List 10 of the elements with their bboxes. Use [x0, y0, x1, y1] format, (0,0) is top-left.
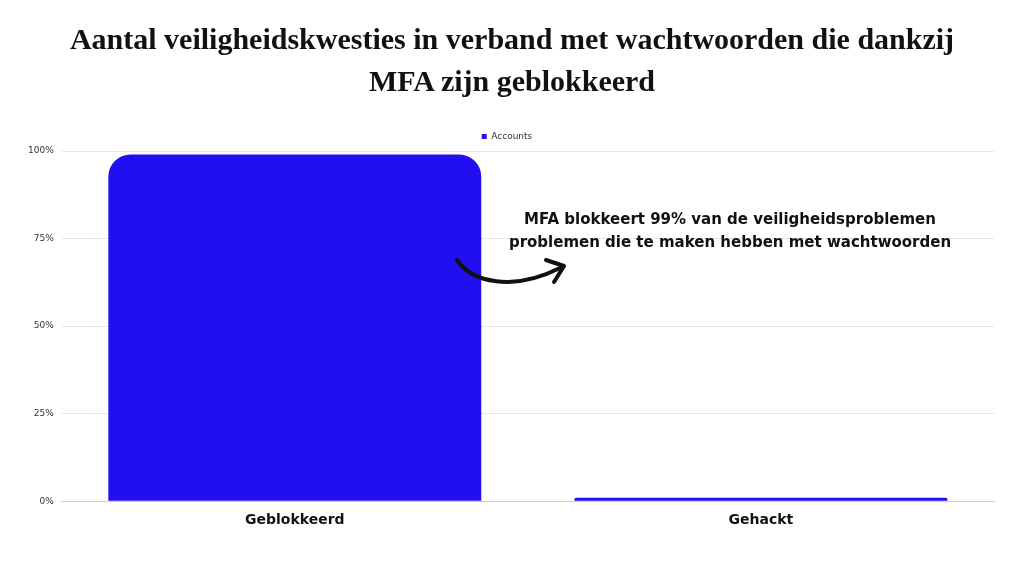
y-tick-label: 75%: [33, 232, 55, 243]
annotation: MFA blokkeert 99% van de veiligheidsproblemen problemen die te maken hebben met wachtwoorden: [507, 209, 953, 253]
x-tick-label: Geblokkeerd: [245, 511, 345, 528]
x-tick-label: Gehackt: [728, 511, 794, 528]
chart-title: Aantal veiligheidskwesties in verband met wachtwoorden die dankzij MFA zijn geblokkeerd: [68, 21, 956, 99]
y-tick-label: 100%: [28, 145, 55, 156]
y-tick-label: 50%: [33, 320, 55, 331]
y-tick-label: 25%: [33, 407, 55, 418]
y-tick-label: 0%: [39, 495, 55, 506]
legend-label: Accounts: [491, 130, 533, 141]
